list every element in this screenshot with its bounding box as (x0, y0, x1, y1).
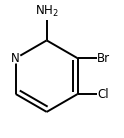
Text: NH$_2$: NH$_2$ (35, 4, 59, 19)
Circle shape (11, 54, 20, 63)
Text: Br: Br (97, 52, 110, 65)
Text: N: N (11, 52, 20, 65)
Text: Cl: Cl (97, 87, 109, 100)
